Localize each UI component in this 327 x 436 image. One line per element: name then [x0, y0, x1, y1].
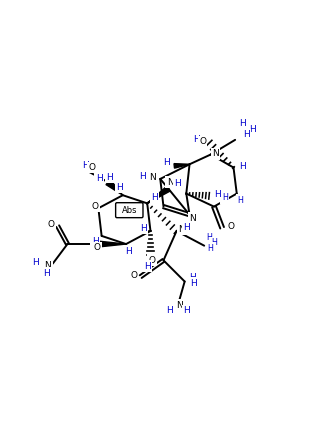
Text: H: H — [139, 172, 146, 181]
Text: H: H — [82, 161, 89, 170]
Text: H: H — [174, 179, 181, 188]
Text: O: O — [148, 256, 156, 265]
Text: H: H — [92, 237, 98, 246]
Text: H: H — [211, 238, 217, 247]
Text: H: H — [163, 158, 169, 167]
Text: O: O — [130, 271, 137, 280]
Text: H: H — [238, 196, 244, 204]
Text: H: H — [32, 258, 39, 267]
Text: H: H — [106, 173, 113, 182]
Text: O: O — [228, 222, 235, 231]
Text: H: H — [243, 130, 250, 140]
Text: H: H — [125, 247, 132, 255]
Text: H: H — [43, 269, 50, 278]
Text: H: H — [116, 183, 123, 191]
Text: H: H — [239, 162, 246, 171]
Text: N: N — [176, 301, 183, 310]
FancyBboxPatch shape — [116, 203, 143, 218]
Text: H: H — [183, 223, 190, 232]
Text: H: H — [166, 306, 172, 315]
Text: H: H — [151, 193, 158, 202]
Text: H: H — [206, 233, 212, 242]
Polygon shape — [147, 186, 170, 203]
Text: H: H — [249, 125, 256, 134]
Text: H: H — [144, 262, 151, 271]
Text: H: H — [140, 224, 147, 233]
Text: H: H — [183, 307, 190, 315]
Text: H: H — [189, 273, 196, 282]
Text: O: O — [199, 137, 206, 146]
Text: H: H — [190, 279, 197, 288]
Text: O: O — [88, 163, 95, 172]
Text: N: N — [189, 214, 196, 222]
Text: N: N — [44, 261, 51, 270]
Text: O: O — [48, 220, 55, 229]
Text: H: H — [214, 191, 221, 199]
Text: H: H — [222, 193, 228, 202]
Polygon shape — [106, 180, 123, 195]
Text: N: N — [212, 150, 219, 158]
Polygon shape — [174, 164, 190, 168]
Text: N: N — [178, 225, 185, 234]
Text: O: O — [93, 243, 100, 252]
Text: H: H — [96, 174, 102, 184]
Text: O: O — [92, 202, 99, 211]
Text: H: H — [207, 244, 213, 253]
Text: H: H — [193, 135, 199, 144]
Text: Abs: Abs — [122, 206, 137, 215]
Polygon shape — [98, 241, 126, 247]
Text: N: N — [149, 173, 155, 182]
Text: H: H — [239, 119, 246, 128]
Text: N: N — [167, 178, 173, 187]
